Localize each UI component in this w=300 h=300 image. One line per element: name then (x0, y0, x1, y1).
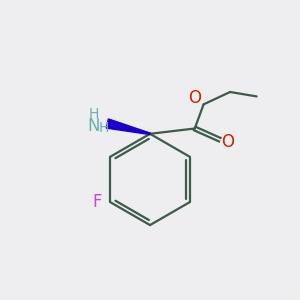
Text: H: H (89, 107, 99, 121)
Text: F: F (92, 193, 102, 211)
Text: H: H (99, 121, 109, 135)
Text: O: O (188, 88, 201, 106)
Text: O: O (221, 133, 234, 151)
Text: N: N (88, 117, 100, 135)
Polygon shape (106, 119, 150, 134)
